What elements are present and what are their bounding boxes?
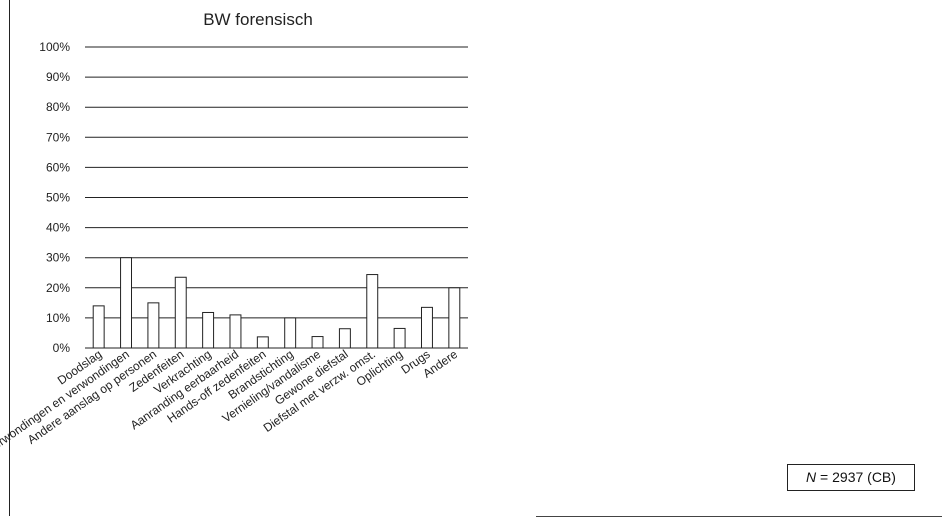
bar xyxy=(393,327,406,349)
bars xyxy=(92,257,461,349)
bar xyxy=(229,314,242,349)
bar xyxy=(311,336,324,349)
y-tick-label: 30% xyxy=(46,251,70,265)
bar xyxy=(366,274,379,349)
sample-size-box: N = 2937 (CB) xyxy=(787,464,915,491)
y-tick-label: 50% xyxy=(46,191,70,205)
bar xyxy=(174,276,187,349)
sample-size-value: = 2937 (CB) xyxy=(816,469,896,485)
y-tick-label: 80% xyxy=(46,100,70,114)
y-tick-label: 90% xyxy=(46,70,70,84)
y-tick-label: 10% xyxy=(46,311,70,325)
bar xyxy=(420,306,433,349)
bar xyxy=(256,336,269,349)
chart-title: BW forensisch xyxy=(203,10,313,29)
frame-left-border xyxy=(9,0,10,516)
y-tick-label: 40% xyxy=(46,221,70,235)
y-tick-label: 20% xyxy=(46,281,70,295)
sample-size-symbol: N xyxy=(806,469,817,485)
y-tick-label: 0% xyxy=(53,341,71,355)
bar xyxy=(338,328,351,349)
bottom-rule xyxy=(536,516,942,517)
bar xyxy=(147,302,160,349)
x-tick-label: Verwondingen en verwondingen xyxy=(0,347,132,456)
bar xyxy=(92,305,105,349)
bar xyxy=(120,257,133,349)
y-tick-label: 100% xyxy=(39,40,70,54)
y-tick-label: 70% xyxy=(46,130,70,144)
y-axis-ticks: 0% 10% 20% 30% 40% 50% 60% 70% 80% 90% 100% xyxy=(39,40,70,355)
gridlines xyxy=(85,46,468,349)
bar xyxy=(202,311,215,349)
bar xyxy=(448,287,461,349)
bar xyxy=(284,317,297,349)
y-tick-label: 60% xyxy=(46,160,70,174)
